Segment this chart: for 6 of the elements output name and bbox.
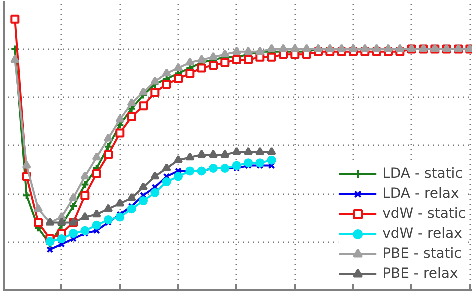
legend-label: PBE - static — [382, 245, 462, 264]
legend-label: PBE - relax — [382, 265, 458, 284]
legend-label: vdW - relax — [382, 225, 462, 244]
legend-label: LDA - static — [382, 165, 463, 184]
legend-label: LDA - relax — [382, 185, 460, 204]
legend-label: vdW - static — [382, 205, 466, 224]
